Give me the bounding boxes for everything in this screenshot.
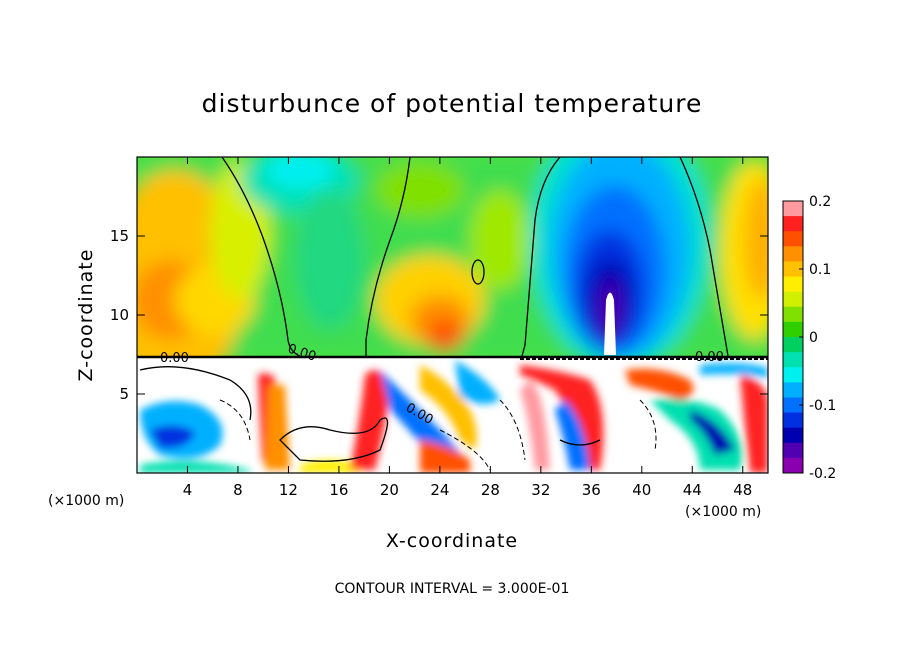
x-tick-label: 40	[632, 481, 651, 499]
colorbar-tick-label: 0.1	[809, 262, 831, 278]
colorbar-swatch	[783, 337, 803, 353]
y-axis: 5 10 15	[110, 227, 768, 403]
lower-field	[137, 358, 768, 473]
x-tick-label: 32	[531, 481, 550, 499]
colorbar-swatch	[783, 216, 803, 232]
y-axis-label: Z-coordinate	[75, 249, 97, 382]
colorbar-swatch	[783, 306, 803, 323]
contour-interval-note: CONTOUR INTERVAL = 3.000E-01	[335, 581, 570, 597]
x-tick-label: 44	[683, 481, 702, 499]
colorbar-tick-label: 0	[809, 330, 818, 346]
y-tick-label: 15	[110, 227, 129, 245]
colorbar: 0.2 0.1 0 -0.1 -0.2	[782, 194, 836, 482]
colorbar-swatch	[783, 367, 803, 383]
colorbar-swatch	[783, 231, 803, 247]
colorbar-swatch	[783, 397, 803, 414]
x-tick-label: 20	[380, 481, 399, 499]
upper-field	[137, 157, 768, 390]
colorbar-tick-label: 0.2	[809, 194, 831, 210]
x-tick-label: 36	[582, 481, 601, 499]
colorbar-swatch	[783, 246, 803, 262]
contour-label: 0.00	[695, 350, 724, 365]
colorbar-swatch	[783, 261, 803, 278]
x-tick-label: 24	[430, 481, 449, 499]
contour-label: 0.00	[160, 351, 189, 366]
x-axis: 4 8 12 16 20 24 28 32 36 40 44 48	[183, 157, 752, 499]
x-tick-label: 12	[279, 481, 298, 499]
plot-area	[137, 157, 768, 473]
negative-contours	[219, 399, 657, 471]
contour-lines	[139, 157, 729, 462]
x-tick-label: 16	[329, 481, 348, 499]
colorbar-swatch	[783, 412, 803, 429]
x-tick-label: 8	[233, 481, 243, 499]
y-tick-label: 5	[119, 385, 129, 403]
colorbar-swatch	[783, 427, 803, 444]
colorbar-swatch	[783, 291, 803, 308]
x-unit-left: (×1000 m)	[48, 493, 124, 509]
colorbar-swatch	[783, 201, 803, 217]
y-tick-label: 10	[110, 306, 129, 324]
x-axis-label: X-coordinate	[386, 530, 518, 552]
colorbar-tick-label: -0.1	[809, 398, 836, 414]
colorbar-swatch	[783, 276, 803, 293]
colorbar-swatch	[783, 442, 803, 459]
colorbar-swatch	[783, 321, 803, 338]
colorbar-swatch	[783, 352, 803, 368]
x-tick-label: 48	[733, 481, 752, 499]
chart-title: disturbunce of potential temperature	[202, 89, 703, 118]
x-tick-label: 28	[481, 481, 500, 499]
colorbar-swatch	[783, 382, 803, 398]
x-unit-right: (×1000 m)	[685, 504, 761, 520]
x-tick-label: 4	[183, 481, 193, 499]
colorbar-tick-label: -0.2	[809, 466, 836, 482]
colorbar-swatch	[783, 457, 803, 474]
